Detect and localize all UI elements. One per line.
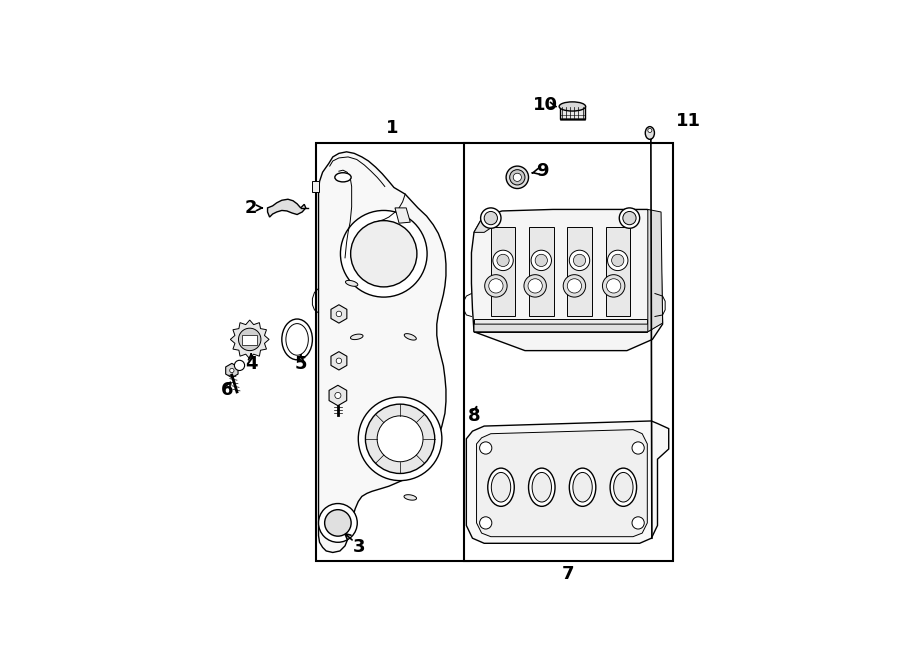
Ellipse shape [573,473,592,502]
Circle shape [489,279,503,293]
Ellipse shape [335,173,351,182]
Bar [242,336,257,344]
Polygon shape [312,181,319,191]
Circle shape [632,442,644,454]
Polygon shape [331,352,346,370]
Text: 4: 4 [245,355,257,373]
Text: 1: 1 [386,119,399,137]
Ellipse shape [645,126,654,139]
Circle shape [230,368,234,373]
Circle shape [484,211,498,224]
Bar [464,143,673,561]
Circle shape [351,220,417,287]
Bar [567,227,591,316]
Ellipse shape [570,468,596,506]
Circle shape [481,208,501,228]
Polygon shape [350,334,363,340]
Circle shape [337,311,342,316]
Polygon shape [476,430,647,537]
Ellipse shape [282,319,312,359]
Polygon shape [346,281,358,286]
Polygon shape [395,208,410,223]
Text: 2: 2 [245,199,257,217]
Polygon shape [560,107,585,119]
Polygon shape [474,319,647,332]
Circle shape [563,275,586,297]
Polygon shape [267,199,306,217]
Polygon shape [404,334,417,340]
Circle shape [358,397,442,481]
Circle shape [632,517,644,529]
Text: 6: 6 [220,381,233,399]
Polygon shape [404,495,417,500]
Polygon shape [648,209,662,332]
Text: 10: 10 [533,96,558,114]
Circle shape [480,517,491,529]
Circle shape [335,393,341,399]
Bar [529,227,554,316]
Text: 7: 7 [562,565,574,583]
Polygon shape [466,421,669,544]
Polygon shape [474,324,660,332]
Polygon shape [226,363,238,377]
Text: 9: 9 [536,162,549,180]
Circle shape [480,442,491,454]
Circle shape [608,250,628,271]
Circle shape [573,254,586,267]
Circle shape [528,279,543,293]
Text: 3: 3 [353,538,365,556]
Circle shape [234,360,245,371]
Circle shape [536,254,547,267]
Circle shape [567,279,581,293]
Circle shape [509,169,525,185]
Polygon shape [230,320,269,359]
Circle shape [602,275,625,297]
Ellipse shape [491,473,510,502]
Polygon shape [472,209,662,351]
Ellipse shape [614,473,633,502]
Circle shape [531,250,552,271]
Circle shape [337,358,342,363]
Circle shape [513,173,521,181]
Circle shape [497,254,509,267]
Circle shape [377,416,423,462]
Circle shape [524,275,546,297]
Circle shape [340,211,428,297]
Bar [606,227,630,316]
Ellipse shape [559,102,586,111]
Circle shape [648,128,652,132]
Ellipse shape [532,473,552,502]
Circle shape [325,510,351,536]
Bar [491,227,516,316]
Text: 11: 11 [676,113,700,130]
Circle shape [485,275,507,297]
Text: 8: 8 [468,407,481,425]
Polygon shape [474,211,491,232]
Circle shape [238,328,261,351]
Circle shape [612,254,624,267]
Circle shape [319,504,357,542]
Circle shape [623,211,636,224]
Ellipse shape [528,468,555,506]
Circle shape [493,250,513,271]
Text: 5: 5 [294,355,307,373]
Polygon shape [331,305,346,323]
Ellipse shape [610,468,636,506]
Bar [316,143,469,561]
Circle shape [506,166,528,189]
Circle shape [619,208,640,228]
Ellipse shape [286,324,309,355]
Polygon shape [329,385,346,406]
Polygon shape [319,152,446,553]
Ellipse shape [488,468,514,506]
Circle shape [570,250,590,271]
Circle shape [365,404,435,473]
Circle shape [607,279,621,293]
